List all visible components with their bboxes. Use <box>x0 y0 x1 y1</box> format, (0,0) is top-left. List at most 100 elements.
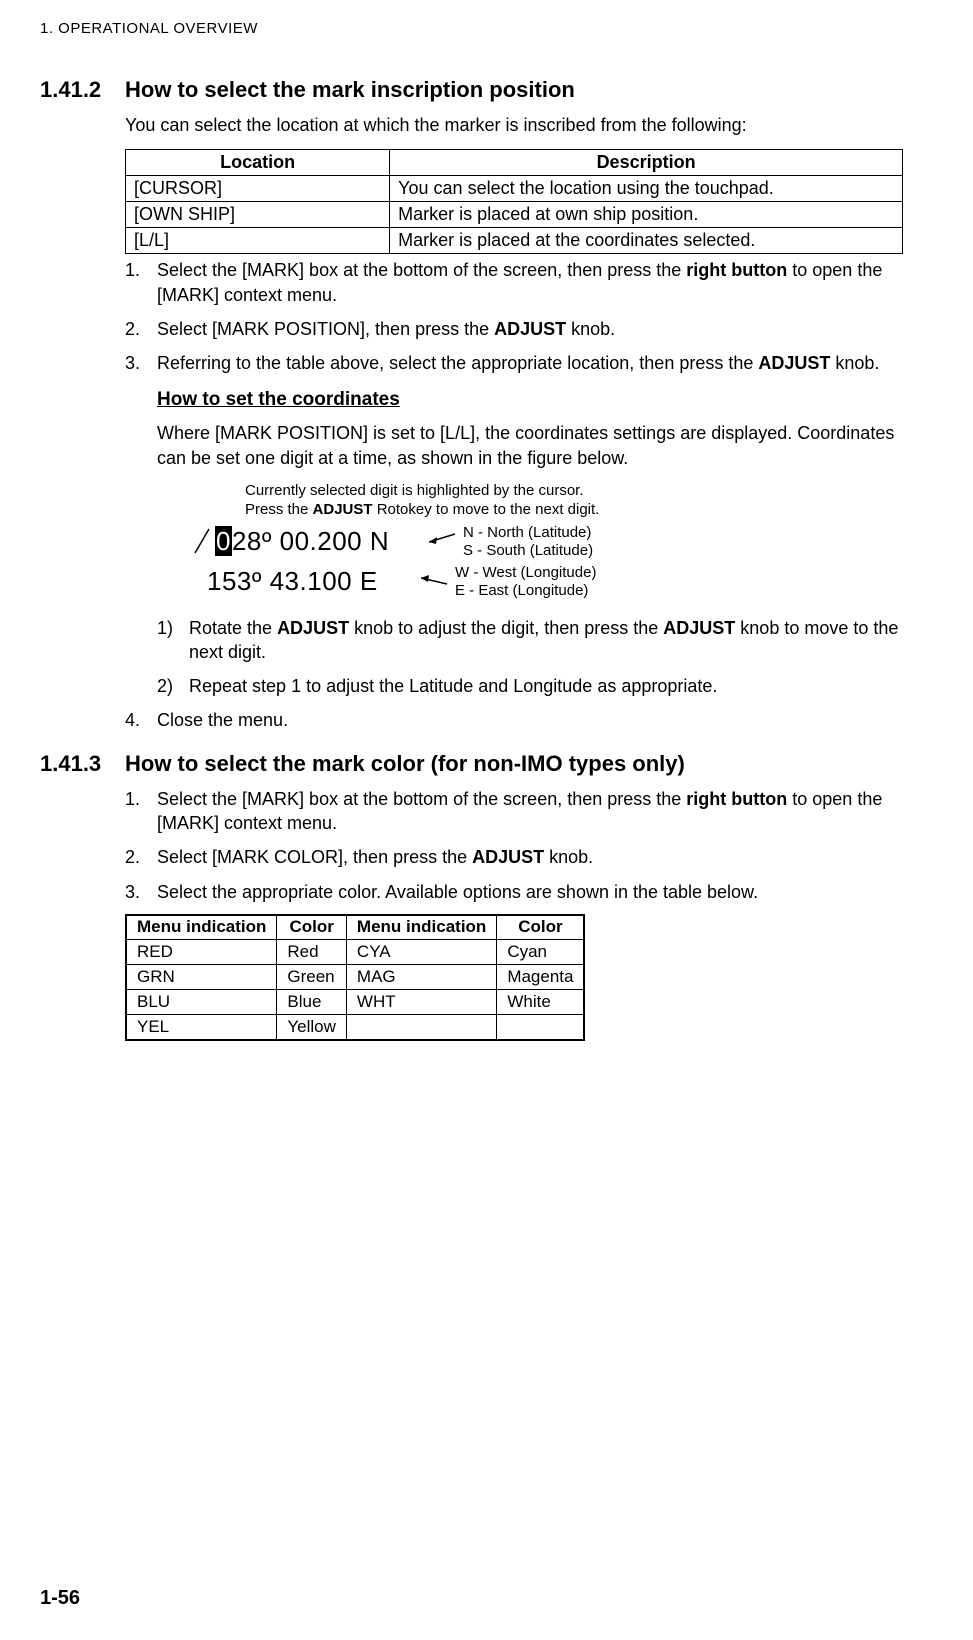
th-location: Location <box>126 150 390 176</box>
txt: Select the [MARK] box at the bottom of t… <box>157 260 686 280</box>
list-text: Select the [MARK] box at the bottom of t… <box>157 258 903 307</box>
list-number: 2. <box>125 845 157 869</box>
txt: knob. <box>544 847 593 867</box>
td: Red <box>277 939 347 964</box>
th: Color <box>277 915 347 939</box>
latitude-value: 028º 00.200 N <box>215 525 425 558</box>
latitude-row: 028º 00.200 N N - North (Latitude) S - S… <box>187 524 903 560</box>
list-text: Select the [MARK] box at the bottom of t… <box>157 787 903 836</box>
td: CYA <box>346 939 496 964</box>
td: Magenta <box>497 964 585 989</box>
table-row: RED Red CYA Cyan <box>126 939 584 964</box>
list-item: 3. Referring to the table above, select … <box>125 351 903 375</box>
list-text: Referring to the table above, select the… <box>157 351 903 375</box>
location-table: Location Description [CURSOR] You can se… <box>125 149 903 254</box>
figure-note: Press the ADJUST Rotokey to move to the … <box>245 501 903 520</box>
list-item: 1. Select the [MARK] box at the bottom o… <box>125 787 903 836</box>
td: [CURSOR] <box>126 176 390 202</box>
list-number: 3. <box>125 880 157 904</box>
longitude-row: 153º 43.100 E W - West (Longitude) E - E… <box>187 564 903 600</box>
page: 1. OPERATIONAL OVERVIEW 1.41.2 How to se… <box>0 0 973 1640</box>
td: Green <box>277 964 347 989</box>
list-number: 1. <box>125 258 157 307</box>
list-text: Close the menu. <box>157 708 903 732</box>
td: Blue <box>277 989 347 1014</box>
bold: ADJUST <box>313 501 373 518</box>
figure-note: Currently selected digit is highlighted … <box>245 482 903 501</box>
coordinates-figure: Currently selected digit is highlighted … <box>187 482 903 600</box>
list-text: Select [MARK COLOR], then press the ADJU… <box>157 845 903 869</box>
td: MAG <box>346 964 496 989</box>
td: YEL <box>126 1014 277 1040</box>
txt: knob to adjust the digit, then press the <box>349 618 663 638</box>
table-row: [OWN SHIP] Marker is placed at own ship … <box>126 202 903 228</box>
list-item: 2. Select [MARK POSITION], then press th… <box>125 317 903 341</box>
td: BLU <box>126 989 277 1014</box>
section-body: You can select the location at which the… <box>125 113 903 733</box>
sub-intro: Where [MARK POSITION] is set to [L/L], t… <box>157 421 903 470</box>
arrow-icon <box>421 570 451 594</box>
list-text: Select [MARK POSITION], then press the A… <box>157 317 903 341</box>
td: Yellow <box>277 1014 347 1040</box>
section-title: How to select the mark color (for non-IM… <box>125 751 685 777</box>
section-number: 1.41.2 <box>40 77 125 103</box>
list-number: 1) <box>157 616 189 665</box>
td: You can select the location using the to… <box>390 176 903 202</box>
table-row: [L/L] Marker is placed at the coordinate… <box>126 228 903 254</box>
section-number: 1.41.3 <box>40 751 125 777</box>
bold: ADJUST <box>663 618 735 638</box>
table-row: GRN Green MAG Magenta <box>126 964 584 989</box>
list-number: 3. <box>125 351 157 375</box>
arrow-icon <box>429 530 459 554</box>
td: Marker is placed at own ship position. <box>390 202 903 228</box>
txt: Rotokey to move to the next digit. <box>373 501 600 518</box>
txt: Referring to the table above, select the… <box>157 353 758 373</box>
txt: Select [MARK COLOR], then press the <box>157 847 472 867</box>
td: Marker is placed at the coordinates sele… <box>390 228 903 254</box>
section-heading: 1.41.3 How to select the mark color (for… <box>40 751 903 777</box>
pointer-line-icon <box>191 527 211 557</box>
list-number: 2. <box>125 317 157 341</box>
bold: ADJUST <box>758 353 830 373</box>
list-item: 4. Close the menu. <box>125 708 903 732</box>
running-head: 1. OPERATIONAL OVERVIEW <box>40 20 903 37</box>
table-header-row: Location Description <box>126 150 903 176</box>
txt: knob. <box>830 353 879 373</box>
lbl: E - East (Longitude) <box>455 582 596 600</box>
td: GRN <box>126 964 277 989</box>
section-title: How to select the mark inscription posit… <box>125 77 575 103</box>
subsection: How to set the coordinates Where [MARK P… <box>157 389 903 698</box>
td: WHT <box>346 989 496 1014</box>
list-item: 2) Repeat step 1 to adjust the Latitude … <box>157 674 903 698</box>
txt: Press the <box>245 501 313 518</box>
list-number: 2) <box>157 674 189 698</box>
longitude-labels: W - West (Longitude) E - East (Longitude… <box>455 564 596 600</box>
table-header-row: Menu indication Color Menu indication Co… <box>126 915 584 939</box>
color-table: Menu indication Color Menu indication Co… <box>125 914 585 1041</box>
section-body: 1. Select the [MARK] box at the bottom o… <box>125 787 903 1041</box>
lbl: N - North (Latitude) <box>463 524 593 542</box>
txt: 28º 00.200 N <box>232 526 389 556</box>
td: [L/L] <box>126 228 390 254</box>
th-text: Menu indication <box>357 917 486 936</box>
list-text: Repeat step 1 to adjust the Latitude and… <box>189 674 903 698</box>
lbl: S - South (Latitude) <box>463 542 593 560</box>
latitude-labels: N - North (Latitude) S - South (Latitude… <box>463 524 593 560</box>
lbl: W - West (Longitude) <box>455 564 596 582</box>
longitude-value: 153º 43.100 E <box>207 565 417 598</box>
td: Cyan <box>497 939 585 964</box>
th: Menu indication <box>126 915 277 939</box>
td: RED <box>126 939 277 964</box>
section-heading: 1.41.2 How to select the mark inscriptio… <box>40 77 903 103</box>
bold: right button <box>686 260 787 280</box>
txt: Select [MARK POSITION], then press the <box>157 319 494 339</box>
bold: right button <box>686 789 787 809</box>
intro-para: You can select the location at which the… <box>125 113 903 137</box>
table-row: YEL Yellow <box>126 1014 584 1040</box>
list-text: Rotate the ADJUST knob to adjust the dig… <box>189 616 903 665</box>
list-text: Select the appropriate color. Available … <box>157 880 903 904</box>
th-text: Menu indication <box>137 917 266 936</box>
sub-heading: How to set the coordinates <box>157 389 903 411</box>
page-number: 1-56 <box>40 1587 80 1610</box>
td <box>346 1014 496 1040</box>
